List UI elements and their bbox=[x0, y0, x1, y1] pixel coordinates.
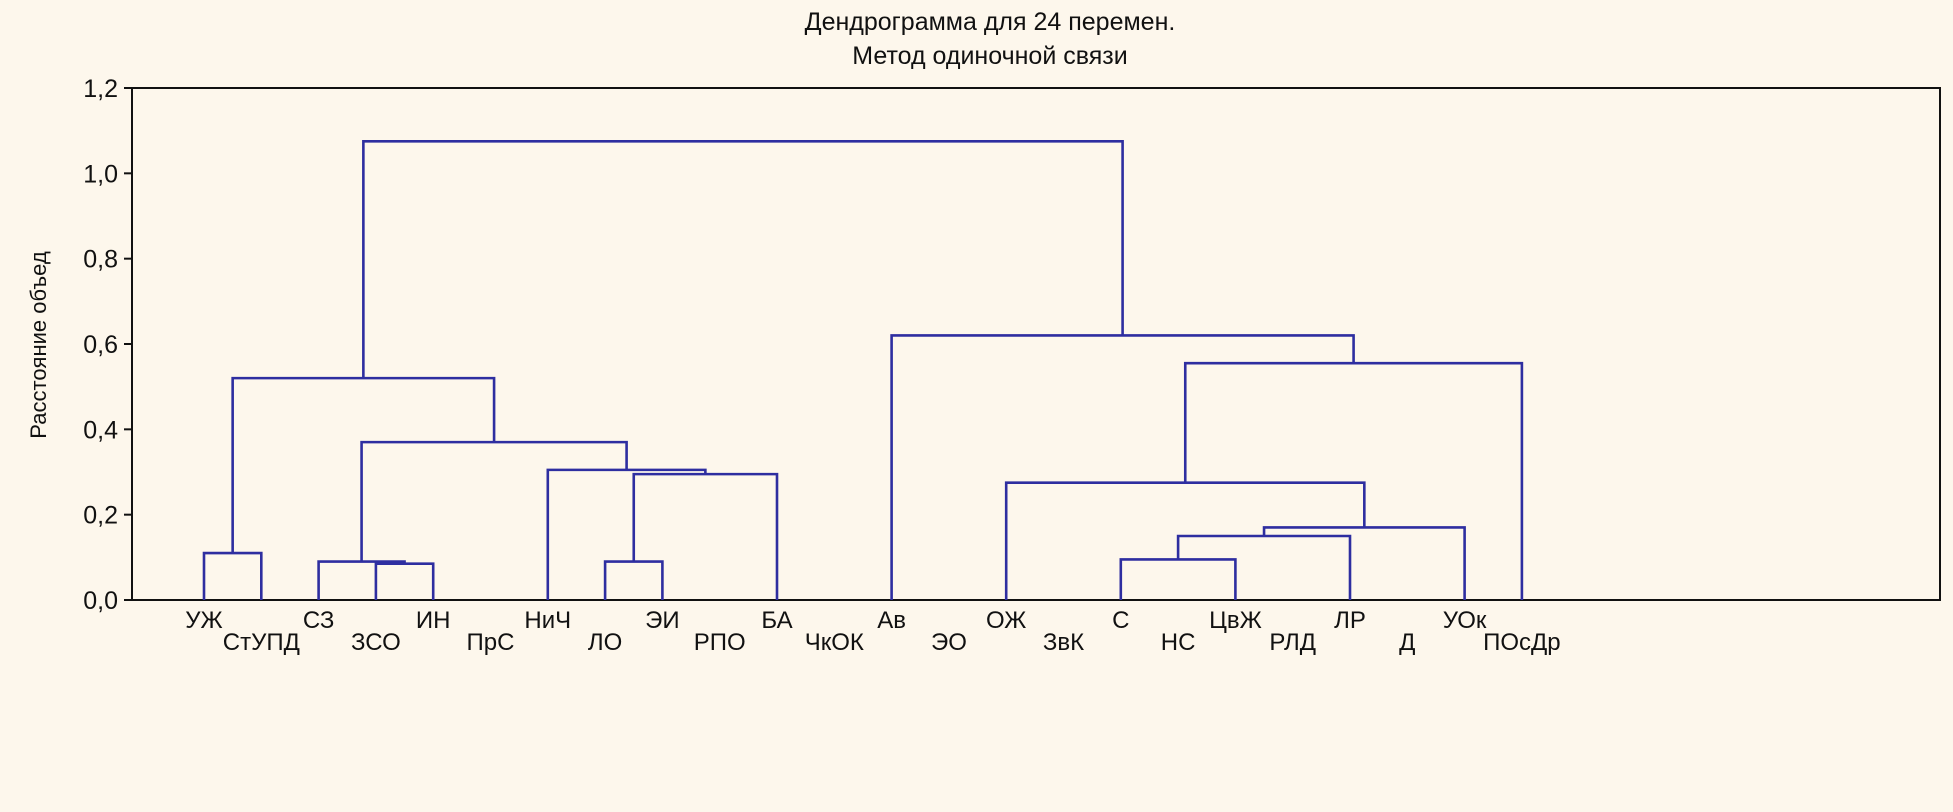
cluster-link bbox=[546, 468, 707, 600]
cluster-link bbox=[202, 551, 263, 600]
cluster-link bbox=[362, 140, 1124, 379]
cluster-link bbox=[374, 562, 435, 600]
y-tick-label: 1,0 bbox=[83, 160, 118, 188]
cluster-link bbox=[360, 440, 628, 562]
y-tick-label: 1,2 bbox=[83, 75, 118, 103]
chart-title: Дендрограмма для 24 перемен. bbox=[805, 8, 1176, 36]
dendrogram-links bbox=[202, 140, 1524, 600]
cluster-link bbox=[317, 560, 406, 600]
cluster-link bbox=[603, 560, 664, 600]
leaf-label: ПрС bbox=[467, 629, 515, 656]
leaf-label: БА bbox=[761, 607, 792, 634]
cluster-link bbox=[890, 334, 1355, 600]
leaf-label: ЗСО bbox=[351, 629, 401, 656]
leaf-label: СЗ bbox=[303, 607, 335, 634]
cluster-link bbox=[1004, 481, 1366, 600]
y-tick-label: 0,8 bbox=[83, 246, 118, 274]
cluster-link bbox=[1262, 526, 1466, 600]
y-tick-label: 0,6 bbox=[83, 331, 118, 359]
y-tick-label: 0,4 bbox=[83, 416, 118, 444]
leaf-label: НС bbox=[1161, 629, 1196, 656]
leaf-label: ЭО bbox=[931, 629, 967, 656]
leaf-label: ЛР bbox=[1334, 607, 1366, 634]
y-tick-label: 0,2 bbox=[83, 502, 118, 530]
leaf-label: С bbox=[1112, 607, 1129, 634]
leaf-label: СтУПД bbox=[223, 629, 300, 656]
leaf-label: ЛО bbox=[588, 629, 622, 656]
leaf-label: ОЖ bbox=[986, 607, 1026, 634]
leaf-label: ИН bbox=[416, 607, 451, 634]
leaf-label: Ав bbox=[877, 607, 906, 634]
chart-subtitle: Метод одиночной связи bbox=[852, 42, 1127, 70]
cluster-link bbox=[632, 472, 779, 600]
leaf-label: ЭИ bbox=[645, 607, 680, 634]
leaf-label: РПО bbox=[694, 629, 746, 656]
leaf-label: УОк bbox=[1443, 607, 1487, 634]
leaf-label: НиЧ bbox=[524, 607, 571, 634]
cluster-link bbox=[1176, 534, 1352, 600]
leaf-label: ЧкОК bbox=[805, 629, 864, 656]
cluster-link bbox=[1119, 558, 1237, 600]
y-axis-label: Расстояние объед bbox=[26, 251, 51, 439]
leaf-label: РЛД bbox=[1269, 629, 1316, 656]
leaf-label: Д bbox=[1399, 629, 1415, 656]
leaf-label: ПОсДр bbox=[1483, 629, 1561, 656]
leaf-label: ЦвЖ bbox=[1209, 607, 1262, 634]
plot-frame bbox=[131, 87, 1941, 601]
leaf-label: ЗвК bbox=[1043, 629, 1084, 656]
cluster-link bbox=[231, 376, 496, 554]
y-axis: 0,0 0,2 0,4 0,6 0,8 1,0 1,2 bbox=[83, 75, 132, 615]
leaf-label: УЖ bbox=[185, 607, 222, 634]
y-tick-label: 0,0 bbox=[83, 587, 118, 615]
